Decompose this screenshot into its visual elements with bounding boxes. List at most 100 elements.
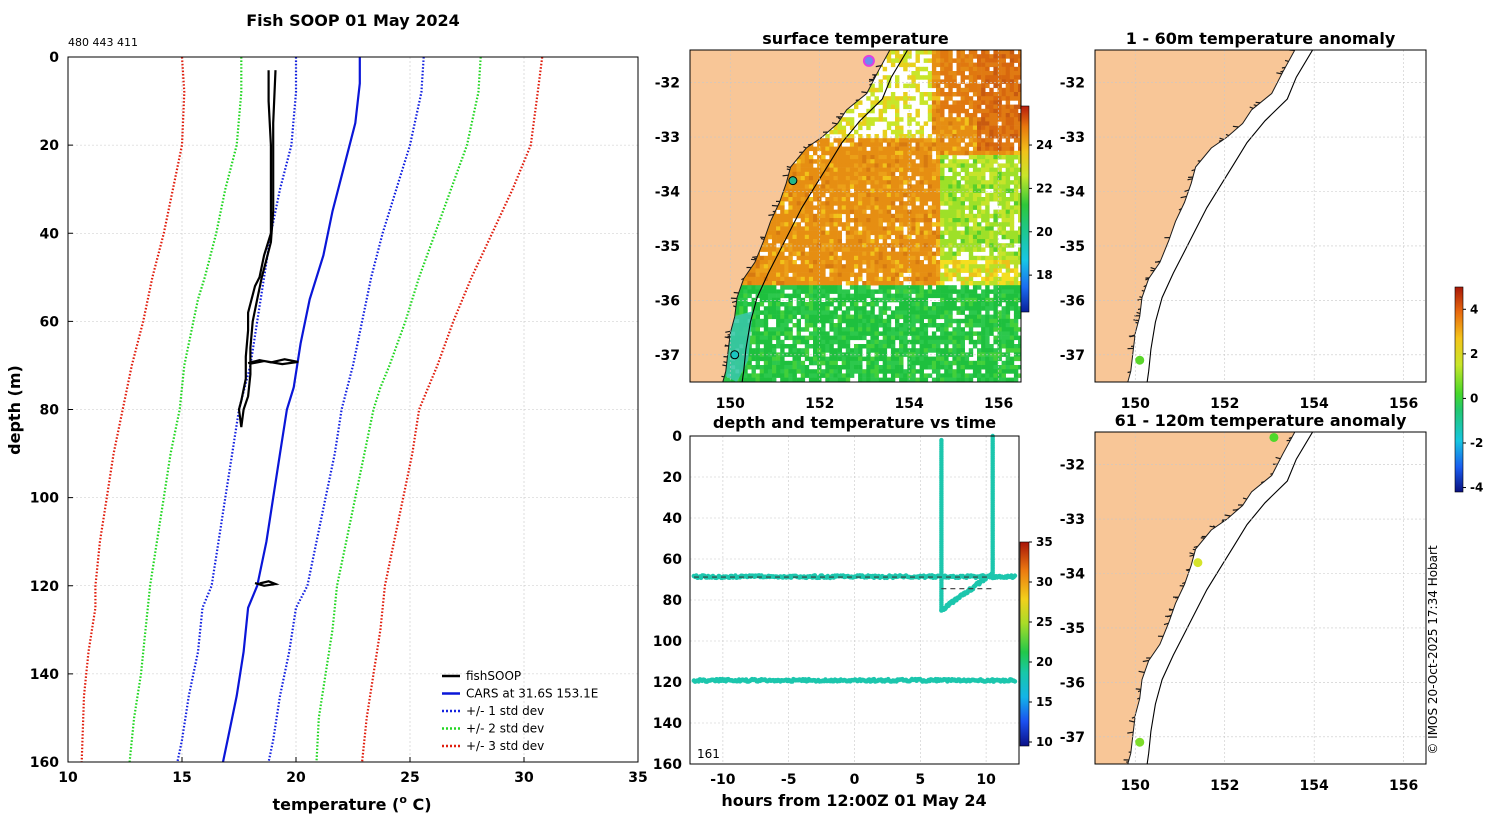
series--2-std-dev — [315, 56, 482, 763]
sst-cell — [972, 255, 978, 261]
sst-cell — [878, 167, 883, 173]
sst-cell — [866, 155, 871, 160]
sst-cell — [1018, 239, 1021, 244]
sst-cell — [997, 260, 1002, 265]
sst-cell — [858, 318, 863, 324]
sst-cell — [829, 281, 834, 286]
sst-cell — [911, 79, 916, 84]
sst-cell — [1009, 318, 1015, 324]
sst-cell — [755, 302, 760, 307]
sst-cell — [944, 142, 949, 147]
sst-cell — [849, 335, 855, 341]
sst-cell — [903, 352, 908, 357]
sst-cell — [845, 314, 851, 320]
sst-cell — [899, 163, 904, 168]
sst-cell — [919, 230, 924, 236]
sst-cell — [862, 255, 867, 261]
sst-cell — [931, 92, 937, 97]
sst-cell — [985, 230, 990, 236]
sst-cell — [1009, 323, 1015, 328]
sst-cell — [804, 155, 810, 160]
sst-cell — [927, 230, 933, 236]
sst-cell — [977, 159, 982, 164]
sst-cell — [804, 344, 810, 349]
sst-cell — [874, 159, 879, 164]
sst-cell — [1018, 155, 1021, 160]
sst-cell — [899, 268, 904, 273]
sst-cell — [1009, 205, 1015, 210]
sst-cell — [813, 360, 818, 366]
sst-cell — [866, 276, 871, 282]
sst-cell — [755, 289, 760, 294]
sst-cell — [829, 150, 834, 156]
sst-cell — [882, 155, 888, 160]
sst-cell — [927, 255, 933, 261]
sst-cell — [952, 71, 957, 76]
sst-cell — [956, 83, 961, 89]
sst-cell — [845, 331, 851, 336]
sst-cell — [960, 222, 965, 227]
sst-cell — [780, 285, 785, 290]
sst-cell — [780, 348, 785, 353]
sst-cell — [948, 239, 953, 244]
sst-cell — [952, 331, 957, 336]
sst-cell — [825, 285, 830, 290]
sst-cell — [882, 134, 888, 139]
sst-cell — [882, 209, 888, 215]
sst-cell — [804, 243, 810, 248]
sst-cell — [944, 222, 949, 227]
sst-cell — [989, 306, 994, 311]
sst-cell — [997, 264, 1002, 269]
sst-cell — [993, 58, 998, 63]
sst-cell — [837, 180, 842, 185]
sst-cell — [981, 255, 986, 261]
sst-cell — [751, 314, 756, 320]
sst-cell — [936, 180, 941, 185]
sst-cell — [825, 255, 830, 261]
sst-cell — [882, 218, 888, 223]
sst-cell — [923, 226, 929, 231]
sst-cell — [993, 306, 998, 311]
sst-cell — [981, 348, 986, 353]
sst-cell — [890, 365, 896, 370]
sst-cell — [1009, 348, 1015, 353]
sst-cell — [1013, 335, 1019, 341]
sst-cell — [948, 75, 953, 80]
sst-cell — [1018, 176, 1021, 181]
sst-cell — [956, 339, 961, 345]
sst-cell — [1005, 285, 1011, 290]
sst-cell — [772, 251, 777, 257]
sst-cell — [931, 113, 937, 118]
sst-cell — [874, 272, 879, 278]
sst-cell — [956, 138, 961, 143]
sst-cell — [780, 197, 785, 202]
sst-cell — [788, 184, 793, 189]
sst-cell — [931, 71, 937, 76]
sst-cell — [854, 356, 859, 362]
sst-cell — [907, 360, 912, 366]
sst-cell — [1005, 188, 1011, 194]
sst-cell — [903, 327, 908, 332]
sst-cell — [780, 222, 785, 227]
sst-cell — [763, 293, 769, 299]
sst-cell — [772, 327, 777, 332]
sst-cell — [841, 209, 847, 215]
y-tick-label: 160 — [30, 755, 59, 771]
sst-cell — [755, 260, 760, 265]
sst-cell — [907, 129, 912, 135]
sst-cell — [911, 117, 916, 122]
sst-cell — [817, 306, 822, 311]
sst-cell — [858, 335, 863, 341]
sst-cell — [936, 285, 941, 290]
sst-cell — [1001, 129, 1006, 135]
sst-cell — [964, 146, 970, 152]
sst-cell — [866, 142, 871, 147]
sst-cell — [993, 247, 998, 252]
sst-cell — [784, 276, 789, 282]
sst-cell — [985, 209, 990, 215]
sst-cell — [985, 318, 990, 324]
sst-cell — [821, 285, 826, 290]
sst-cell — [960, 201, 965, 206]
sst-cell — [948, 62, 953, 68]
sst-cell — [1005, 180, 1011, 185]
